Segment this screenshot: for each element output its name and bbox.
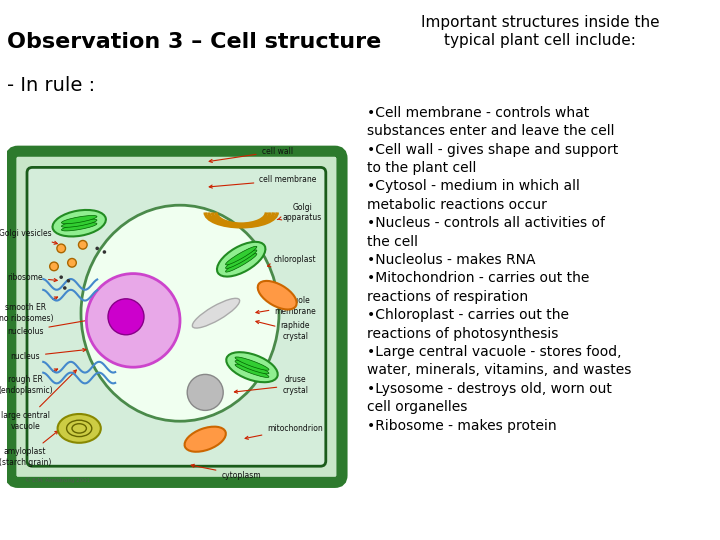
Ellipse shape <box>61 222 97 231</box>
Text: mitochondrion: mitochondrion <box>245 424 323 440</box>
Text: cell membrane: cell membrane <box>210 176 317 188</box>
Text: large central
vacuole: large central vacuole <box>1 370 76 431</box>
Ellipse shape <box>217 242 266 276</box>
Ellipse shape <box>184 427 226 452</box>
FancyBboxPatch shape <box>27 167 325 466</box>
Text: raphide
crystal: raphide crystal <box>256 321 310 341</box>
Text: •Cell membrane - controls what
substances enter and leave the cell
•Cell wall - : •Cell membrane - controls what substance… <box>367 106 631 433</box>
Circle shape <box>86 274 180 367</box>
Text: nucleus: nucleus <box>10 348 86 361</box>
Circle shape <box>108 299 144 335</box>
Circle shape <box>66 279 70 282</box>
Ellipse shape <box>235 357 269 370</box>
Ellipse shape <box>225 253 257 272</box>
Ellipse shape <box>58 414 101 443</box>
Circle shape <box>50 262 58 271</box>
Ellipse shape <box>226 352 278 382</box>
Circle shape <box>60 275 63 279</box>
Ellipse shape <box>81 205 279 421</box>
Circle shape <box>103 250 107 254</box>
Text: smooth ER
(no ribosomes): smooth ER (no ribosomes) <box>0 297 58 323</box>
Text: cell wall: cell wall <box>210 147 293 163</box>
Ellipse shape <box>53 210 106 237</box>
Ellipse shape <box>235 361 269 374</box>
Ellipse shape <box>61 219 97 227</box>
Ellipse shape <box>225 250 257 268</box>
Ellipse shape <box>258 281 297 309</box>
Ellipse shape <box>61 215 97 224</box>
FancyBboxPatch shape <box>11 151 342 482</box>
Text: druse
crystal: druse crystal <box>235 375 308 395</box>
Text: © E.M. Armstrong 2001: © E.M. Armstrong 2001 <box>25 478 90 483</box>
Circle shape <box>68 259 76 267</box>
Circle shape <box>63 286 66 290</box>
Text: cytoplasm: cytoplasm <box>191 464 261 480</box>
Text: rough ER
(endoplasmic): rough ER (endoplasmic) <box>0 369 58 395</box>
Text: Observation 3 – Cell structure: Observation 3 – Cell structure <box>7 32 382 52</box>
Text: chloroplast: chloroplast <box>268 255 317 267</box>
Ellipse shape <box>235 364 269 377</box>
Circle shape <box>78 240 87 249</box>
Text: Important structures inside the
typical plant cell include:: Important structures inside the typical … <box>420 15 660 48</box>
Text: nucleolus: nucleolus <box>7 316 104 336</box>
Text: - In rule :: - In rule : <box>7 76 96 94</box>
Circle shape <box>187 374 223 410</box>
Circle shape <box>95 247 99 250</box>
Circle shape <box>57 244 66 253</box>
Text: ribosome: ribosome <box>7 273 57 282</box>
Text: Golgi vesicles: Golgi vesicles <box>0 230 58 244</box>
Text: amyloplast
(starch grain): amyloplast (starch grain) <box>0 431 58 467</box>
Ellipse shape <box>225 246 257 265</box>
Ellipse shape <box>192 298 240 328</box>
Text: vacuole
membrane: vacuole membrane <box>256 296 316 316</box>
Text: Golgi
apparatus: Golgi apparatus <box>277 202 322 222</box>
